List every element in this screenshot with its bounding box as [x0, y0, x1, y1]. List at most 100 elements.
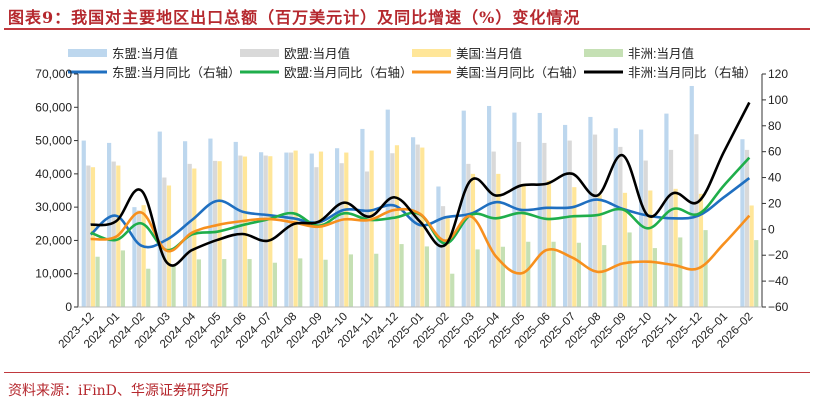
bar-0-2025-12: [689, 85, 694, 308]
legend-bar-swatch: [412, 49, 451, 57]
bar-0-2025-08: [588, 116, 593, 307]
chart-title: 图表9：我国对主要地区出口总额（百万美元计）及同比增速（%）变化情况: [8, 8, 581, 27]
bar-1-2025-11: [668, 149, 674, 307]
right-tick-label: 100: [768, 93, 788, 107]
legend-bar-swatch: [240, 49, 279, 57]
bar-0-2024-06: [233, 141, 238, 307]
legend-label: 东盟:当月值: [112, 46, 178, 61]
bar-2-2025-08: [597, 194, 602, 307]
bar-3-2024-04: [196, 259, 201, 307]
bar-2-2024-02: [141, 205, 146, 307]
bar-3-2025-02: [450, 273, 455, 307]
bar-2-2026-02: [749, 205, 754, 307]
bar-0-2024-05: [208, 138, 213, 307]
bar-1-2024-11: [364, 171, 370, 307]
right-tick-label: −20: [768, 248, 789, 262]
bar-2-2025-09: [622, 192, 628, 307]
left-tick-label: 30,000: [35, 200, 72, 214]
bar-3-2024-06: [247, 259, 252, 307]
legend-bar-swatch: [68, 49, 107, 57]
bar-1-2024-02: [136, 210, 142, 307]
legend-label: 美国:当月同比（右轴）: [456, 65, 584, 80]
bar-3-2024-05: [222, 259, 227, 307]
left-tick-label: 10,000: [35, 267, 72, 281]
bar-3-2024-12: [399, 244, 404, 307]
line-series-2: [90, 207, 751, 275]
bar-2-2025-10: [648, 190, 653, 307]
left-tick-label: 70,000: [35, 67, 72, 81]
bar-3-2025-06: [551, 241, 556, 307]
bar-3-2024-02: [146, 268, 151, 307]
bar-2-2025-07: [572, 187, 577, 307]
bar-2-2024-03: [166, 185, 172, 307]
right-tick-label: 40: [768, 171, 782, 185]
bar-2-2025-03: [470, 173, 476, 307]
bar-1-2024-12: [390, 153, 395, 307]
bar-3-2026-02: [754, 240, 759, 307]
bar-0-2024-12: [385, 109, 390, 307]
bar-3-2024-10: [348, 254, 353, 307]
bar-1-2024-08: [288, 152, 294, 307]
bar-1-2023-12: [86, 165, 91, 307]
bar-2-2025-12: [698, 193, 704, 307]
bar-3-2025-04: [500, 246, 505, 307]
bar-0-2025-06: [537, 112, 542, 308]
bar-1-2025-12: [694, 134, 699, 307]
bar-0-2025-10: [639, 129, 644, 307]
legend-bar-swatch: [584, 49, 623, 57]
bar-2-2025-01: [420, 147, 425, 307]
legend-label: 欧盟:当月值: [284, 46, 350, 61]
right-tick-label: −40: [768, 274, 789, 288]
bar-2-2025-02: [445, 217, 450, 307]
bar-3-2025-12: [703, 230, 708, 307]
bar-3-2024-09: [323, 259, 328, 307]
bar-0-2024-07: [259, 152, 264, 307]
right-tick-label: 0: [768, 222, 775, 236]
bar-2-2024-12: [394, 145, 400, 307]
bar-3-2024-07: [272, 262, 277, 307]
bar-2-2023-12: [90, 167, 96, 307]
source-note: 资料来源：iFinD、华源证券研究所: [8, 383, 229, 399]
bar-2-2025-11: [673, 188, 678, 307]
bar-2-2024-10: [344, 152, 349, 307]
bar-1-2026-02: [744, 149, 750, 307]
bar-3-2025-01: [424, 246, 429, 307]
bar-0-2025-09: [613, 128, 618, 307]
bar-2-2024-11: [369, 150, 374, 307]
bar-1-2025-05: [516, 141, 522, 307]
bar-1-2025-09: [618, 146, 623, 307]
bar-3-2024-08: [298, 258, 303, 307]
line-series-0: [89, 177, 751, 249]
legend-label: 东盟:当月同比（右轴）: [112, 65, 240, 80]
bar-2-2024-05: [217, 161, 222, 307]
bar-0-2024-10: [335, 148, 340, 307]
bar-1-2024-01: [111, 161, 116, 307]
left-tick-label: 50,000: [35, 134, 72, 148]
left-tick-label: 20,000: [35, 233, 72, 247]
source-divider: [4, 372, 810, 373]
bar-2-2025-04: [496, 173, 501, 307]
bar-2-2024-08: [293, 150, 298, 307]
bar-1-2024-10: [339, 163, 344, 307]
bar-0-2024-03: [157, 131, 162, 307]
bars: [81, 85, 759, 308]
bar-2-2024-06: [242, 156, 248, 307]
bar-1-2025-03: [466, 163, 471, 307]
bar-0-2025-04: [487, 105, 492, 307]
bar-2-2025-06: [546, 180, 552, 307]
right-tick-label: 20: [768, 196, 782, 210]
bar-0-2024-09: [309, 153, 314, 307]
right-tick-label: 80: [768, 119, 782, 133]
bar-2-2024-07: [268, 156, 273, 307]
bar-3-2025-08: [602, 245, 607, 307]
legend-label: 非洲:当月同比（右轴）: [628, 65, 756, 80]
bar-2-2024-09: [318, 151, 324, 307]
bar-1-2025-10: [643, 160, 648, 307]
bar-3-2025-09: [627, 232, 632, 307]
bar-1-2025-06: [542, 142, 547, 307]
title-divider: [4, 28, 810, 30]
bar-1-2025-04: [491, 151, 496, 307]
bar-3-2024-03: [171, 265, 176, 307]
legend-label: 美国:当月值: [456, 46, 522, 61]
